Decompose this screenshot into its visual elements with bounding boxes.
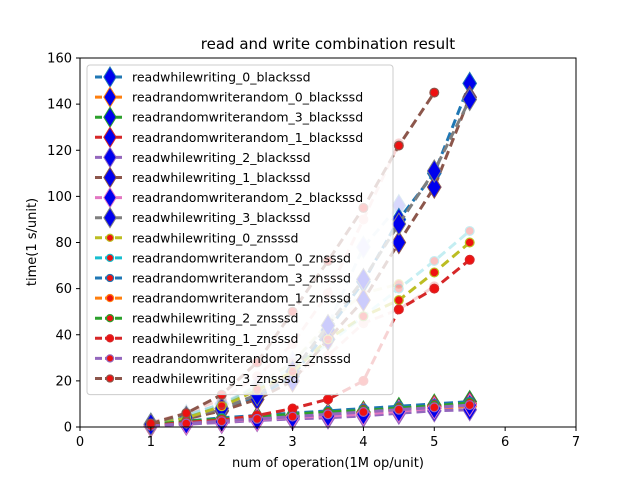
series-point-14-6 xyxy=(358,407,369,418)
series-point-14-3 xyxy=(252,413,263,424)
legend-entry: readrandomwriterandom_1_znsssd xyxy=(95,291,351,306)
series-point-14-1 xyxy=(181,418,192,429)
legend-label: readrandomwriterandom_2_blackssd xyxy=(132,190,363,205)
series-point-5-7 xyxy=(391,230,407,255)
y-tick-label: 0 xyxy=(64,421,72,436)
axis-ticks: 0 1 2 3 4 5 6 7 0 20 40 60 80 100 120 140 160 xyxy=(47,52,580,451)
legend-label: readrandomwriterandom_3_znsssd xyxy=(132,271,351,286)
series-point-15-7 xyxy=(393,140,404,151)
series-point-7-7 xyxy=(391,212,407,236)
legend-label: readwhilewriting_2_znsssd xyxy=(132,311,298,326)
legend-swatch-marker xyxy=(105,253,115,263)
series-point-15-1 xyxy=(181,408,192,419)
legend-label: readwhilewriting_2_blackssd xyxy=(132,150,311,165)
legend-entry: readwhilewriting_1_znsssd xyxy=(95,331,298,346)
series-point-8-2 xyxy=(216,401,227,412)
legend-box xyxy=(86,64,394,396)
series-line-12 xyxy=(150,401,470,427)
series-point-9-7 xyxy=(393,283,404,294)
series-point-14-9 xyxy=(464,400,475,411)
series-point-13-8 xyxy=(429,283,440,294)
series-point-14-2 xyxy=(216,416,227,427)
legend-label: readrandomwriterandom_2_znsssd xyxy=(132,351,351,366)
legend-entry: readrandomwriterandom_3_znsssd xyxy=(95,271,351,286)
y-axis-label: time(1 s/unit) xyxy=(25,198,40,286)
legend-entry: readrandomwriterandom_2_znsssd xyxy=(95,351,351,366)
series-point-9-8 xyxy=(429,255,440,266)
x-tick-label: 5 xyxy=(430,435,438,450)
legend-label: readrandomwriterandom_3_blackssd xyxy=(132,110,363,125)
legend-entry: readwhilewriting_3_znsssd xyxy=(95,371,298,386)
faint-series-point-3-7 xyxy=(393,279,404,290)
legend-entry: readrandomwriterandom_1_blackssd xyxy=(95,126,363,149)
series-point-14-7 xyxy=(393,404,404,415)
y-tick-label: 140 xyxy=(47,98,72,113)
series-point-8-9 xyxy=(464,237,475,248)
legend-label: readwhilewriting_1_znsssd xyxy=(132,331,298,346)
series-point-8-8 xyxy=(429,267,440,278)
legend-label: readrandomwriterandom_1_blackssd xyxy=(132,130,363,145)
legend-entry: readrandomwriterandom_0_znsssd xyxy=(95,250,351,265)
series-point-7-8 xyxy=(426,159,442,183)
legend-label: readrandomwriterandom_0_blackssd xyxy=(132,90,363,105)
legend-entry: readrandomwriterandom_0_blackssd xyxy=(95,86,363,109)
x-tick-label: 4 xyxy=(359,435,367,450)
legend-entry: readwhilewriting_0_znsssd xyxy=(95,230,298,245)
legend-label: readwhilewriting_3_blackssd xyxy=(132,210,311,225)
legend-swatch-marker xyxy=(105,314,115,323)
legend-swatch-marker xyxy=(103,206,117,229)
legend-entry: readwhilewriting_2_blackssd xyxy=(95,146,311,169)
legend-label: readwhilewriting_0_znsssd xyxy=(132,230,298,245)
legend-label: readrandomwriterandom_1_znsssd xyxy=(132,291,351,306)
series-point-14-4 xyxy=(287,411,298,422)
legend-label: readwhilewriting_0_blackssd xyxy=(132,70,311,85)
series-point-5-8 xyxy=(426,175,442,200)
x-tick-label: 6 xyxy=(501,435,509,450)
legend-label: readwhilewriting_1_blackssd xyxy=(132,170,311,185)
x-tick-label: 7 xyxy=(572,435,580,450)
y-tick-label: 60 xyxy=(55,282,72,297)
series-point-14-5 xyxy=(323,409,334,420)
legend-entry: readwhilewriting_1_blackssd xyxy=(95,166,311,189)
y-tick-label: 80 xyxy=(55,236,72,251)
x-tick-label: 1 xyxy=(147,435,155,450)
legend-swatch-marker xyxy=(105,334,115,343)
legend-swatch-marker xyxy=(105,354,115,363)
series-point-8-7 xyxy=(393,295,404,306)
y-tick-label: 160 xyxy=(47,52,72,67)
legend-entry: readrandomwriterandom_3_blackssd xyxy=(95,106,363,129)
legend-swatch-marker xyxy=(105,273,115,283)
x-tick-label: 2 xyxy=(218,435,226,450)
legend-swatch-marker xyxy=(105,293,115,303)
legend-entry: readwhilewriting_2_znsssd xyxy=(95,311,298,326)
legend-label: readwhilewriting_3_znsssd xyxy=(132,371,298,386)
x-tick-label: 3 xyxy=(288,435,296,450)
legend-swatch-marker xyxy=(105,374,115,383)
chart-title: read and write combination result xyxy=(201,35,455,53)
series-line-13 xyxy=(150,258,471,428)
series-point-13-9 xyxy=(464,254,475,265)
series-line-14 xyxy=(150,403,470,428)
y-tick-label: 20 xyxy=(55,374,72,389)
legend-entry: readrandomwriterandom_2_blackssd xyxy=(95,186,363,209)
x-tick-label: 0 xyxy=(76,435,84,450)
series-point-13-5 xyxy=(323,394,334,405)
legend-swatch-marker xyxy=(105,233,115,242)
y-tick-label: 120 xyxy=(47,144,72,159)
legend-entry: readwhilewriting_3_blackssd xyxy=(95,206,311,229)
y-tick-label: 100 xyxy=(47,190,72,205)
legend: readwhilewriting_0_blackssd readrandomwri… xyxy=(86,64,394,396)
legend-label: readrandomwriterandom_0_znsssd xyxy=(132,250,351,265)
series-point-14-8 xyxy=(429,402,440,413)
series-line-4 xyxy=(150,408,470,428)
series-point-7-9 xyxy=(462,87,478,112)
series-point-15-8 xyxy=(429,87,440,98)
series-point-9-2 xyxy=(216,398,227,409)
x-axis-label: num of operation(1M op/unit) xyxy=(232,456,424,471)
y-tick-label: 40 xyxy=(55,328,72,343)
series-point-13-7 xyxy=(393,304,404,315)
series-point-9-9 xyxy=(464,225,475,236)
